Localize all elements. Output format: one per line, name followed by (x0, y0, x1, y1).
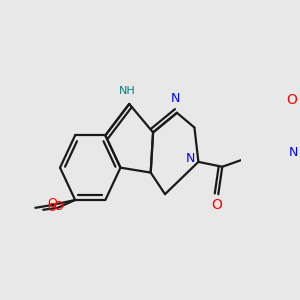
Text: NH: NH (118, 86, 135, 96)
Text: N: N (289, 146, 298, 159)
Text: O: O (47, 203, 56, 213)
Text: O: O (47, 197, 57, 210)
Text: O: O (211, 198, 222, 212)
Text: N: N (186, 152, 195, 165)
Text: O: O (53, 200, 63, 213)
Text: O: O (286, 93, 297, 107)
Text: N: N (171, 92, 180, 105)
Text: O: O (41, 209, 42, 210)
